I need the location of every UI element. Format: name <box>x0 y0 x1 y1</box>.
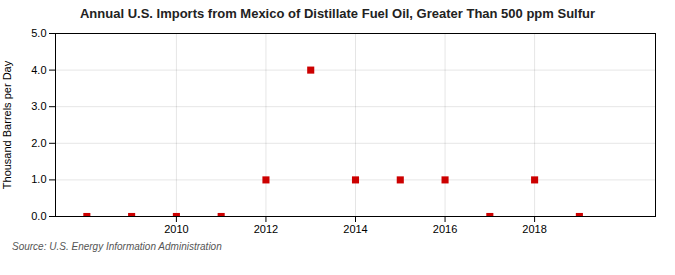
svg-text:Thousand Barrels per Day: Thousand Barrels per Day <box>1 60 13 189</box>
svg-text:2014: 2014 <box>343 223 367 235</box>
svg-text:2012: 2012 <box>254 223 278 235</box>
svg-text:2016: 2016 <box>433 223 457 235</box>
svg-text:3.0: 3.0 <box>31 100 46 112</box>
svg-text:1.0: 1.0 <box>31 173 46 185</box>
svg-text:4.0: 4.0 <box>31 64 46 76</box>
html-text:Annual U.S. Imports from Mexic: Annual U.S. Imports from Mexico of Disti… <box>80 6 595 21</box>
svg-text:2018: 2018 <box>522 223 546 235</box>
svg-text:5.0: 5.0 <box>31 27 46 39</box>
svg-text:2.0: 2.0 <box>31 137 46 149</box>
svg-text:0.0: 0.0 <box>31 210 46 222</box>
html-text:Source: U.S. Energy Informatio: Source: U.S. Energy Information Administ… <box>12 241 222 252</box>
svg-text:2010: 2010 <box>164 223 188 235</box>
